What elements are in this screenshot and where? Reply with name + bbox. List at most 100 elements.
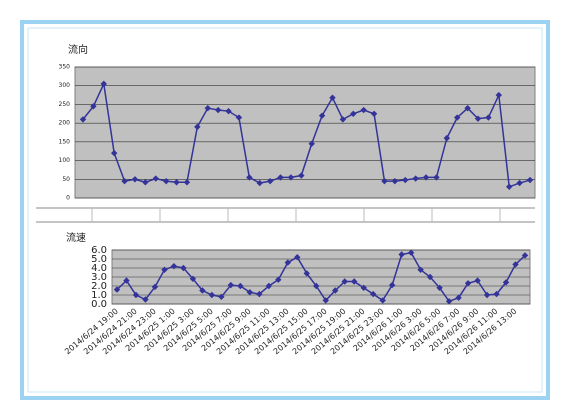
data-point <box>180 264 187 272</box>
data-point <box>227 281 235 289</box>
data-point <box>370 110 378 117</box>
data-point <box>433 174 440 181</box>
data-point <box>391 177 399 185</box>
data-point <box>493 290 500 298</box>
data-point <box>369 290 377 298</box>
data-point <box>113 286 121 293</box>
data-point <box>142 296 149 303</box>
data-point <box>474 277 481 284</box>
data-point <box>189 275 197 282</box>
data-point <box>329 94 336 101</box>
data-point <box>483 291 491 299</box>
data-point <box>194 123 201 131</box>
data-point <box>360 284 367 291</box>
data-point <box>79 116 87 123</box>
data-point <box>303 270 310 277</box>
y-tick-label: 3.0 <box>91 272 107 283</box>
data-point <box>287 174 295 181</box>
data-point <box>436 284 443 291</box>
divider-ticks <box>91 208 501 222</box>
data-point <box>379 297 386 304</box>
data-point <box>526 176 534 184</box>
data-point <box>294 254 301 261</box>
data-point <box>123 277 130 284</box>
y-tick-label: 2.0 <box>91 281 107 292</box>
data-point <box>485 114 492 121</box>
data-point <box>256 290 263 298</box>
data-point <box>218 293 225 300</box>
data-point <box>284 259 291 266</box>
data-point <box>277 174 284 181</box>
data-point <box>464 280 472 287</box>
data-point <box>407 249 415 256</box>
y-tick-label: 6.0 <box>91 245 107 256</box>
data-point <box>454 114 461 121</box>
data-point <box>225 107 232 115</box>
data-point <box>516 179 523 187</box>
data-point <box>455 294 462 301</box>
data-point <box>332 287 339 294</box>
data-point <box>162 177 170 185</box>
data-point <box>322 297 329 304</box>
y-tick-label: 300 <box>59 82 71 89</box>
y-tick-label: 250 <box>59 101 71 108</box>
data-point <box>521 252 529 259</box>
chart-title: 流向 <box>68 43 88 56</box>
y-tick-label: 150 <box>59 138 71 145</box>
data-point <box>246 289 254 296</box>
data-point <box>100 80 107 88</box>
data-point <box>256 179 263 187</box>
data-point <box>266 177 274 185</box>
data-point <box>208 291 216 299</box>
data-point <box>502 279 510 286</box>
y-tick-label: 100 <box>59 157 71 164</box>
y-tick-label: 50 <box>62 176 70 183</box>
y-tick-label: 4.0 <box>91 263 107 274</box>
data-point <box>173 179 180 186</box>
data-point <box>121 177 128 185</box>
data-point <box>318 112 326 119</box>
data-point <box>398 251 405 258</box>
y-tick-label: 1.0 <box>91 290 107 301</box>
y-tick-label: 0 <box>66 195 70 202</box>
data-point <box>152 175 159 182</box>
data-point <box>183 179 191 186</box>
plot-area <box>74 66 536 199</box>
data-point <box>350 110 357 117</box>
chart-title: 流速 <box>66 231 86 244</box>
data-point <box>381 177 388 185</box>
frame <box>20 20 550 400</box>
data-point <box>246 174 253 181</box>
data-point <box>214 106 222 114</box>
data-point <box>131 176 139 183</box>
data-point <box>204 104 211 112</box>
data-point <box>422 174 430 181</box>
data-point <box>90 103 97 110</box>
y-tick-label: 0.0 <box>91 299 107 310</box>
data-point <box>110 149 118 157</box>
data-point <box>235 114 243 121</box>
data-point <box>360 106 367 114</box>
data-point <box>445 298 453 305</box>
data-point <box>512 261 519 268</box>
data-point <box>298 172 305 179</box>
data-point <box>275 276 282 283</box>
y-tick-label: 350 <box>59 64 71 71</box>
data-point <box>474 115 482 122</box>
data-point <box>506 183 513 190</box>
data-point <box>313 282 320 290</box>
data-point <box>339 116 347 123</box>
data-point <box>443 134 451 142</box>
data-point <box>170 263 178 270</box>
data-point <box>417 266 424 273</box>
data-point <box>341 278 348 285</box>
data-point <box>142 179 149 186</box>
data-point <box>426 273 434 281</box>
data-point <box>199 287 206 294</box>
data-point <box>161 266 168 273</box>
data-point <box>464 104 471 112</box>
data-point <box>388 281 396 289</box>
data-point <box>265 282 273 290</box>
data-point <box>412 175 419 182</box>
